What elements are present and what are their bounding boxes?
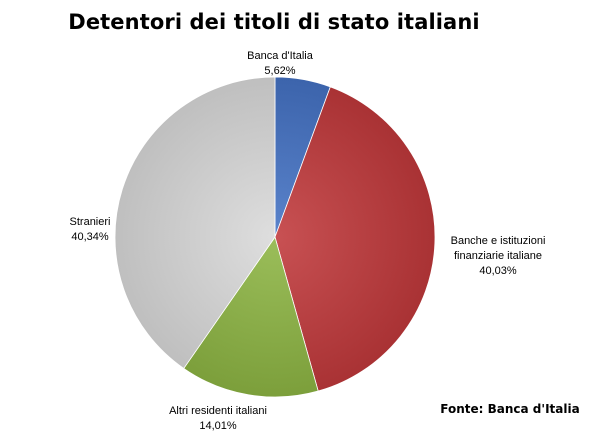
slice-value: 14,01% <box>199 420 237 432</box>
slice-value: 40,03% <box>479 265 517 277</box>
slice-label-altri-residenti: Altri residenti italiani 14,01% <box>148 404 288 434</box>
slice-value: 40,34% <box>71 231 109 243</box>
slice-label-banca-d-italia: Banca d'Italia 5,62% <box>240 49 320 79</box>
chart-title: Detentori dei titoli di stato italiani <box>68 10 480 34</box>
slice-label-stranieri: Stranieri 40,34% <box>40 215 140 245</box>
slice-name: Altri residenti italiani <box>169 405 267 417</box>
slice-name-line-2: finanziarie italiane <box>453 250 543 262</box>
pie-slice-banche-e-istituzioni-finanziarie-italiane <box>274 86 436 392</box>
slice-name-line-1: Banche e istituzioni <box>450 235 546 247</box>
slice-label-banche-e-istituzioni: Banche e istituzioni finanziarie italian… <box>423 234 573 279</box>
pie-slice-altri-residenti-italiani <box>183 236 319 398</box>
slice-value: 5,62% <box>264 65 296 77</box>
source-note: Fonte: Banca d'Italia <box>440 402 580 416</box>
slice-name: Banca d'Italia <box>247 50 313 62</box>
pie-slice-stranieri <box>114 76 276 369</box>
slice-name: Stranieri <box>69 216 111 228</box>
